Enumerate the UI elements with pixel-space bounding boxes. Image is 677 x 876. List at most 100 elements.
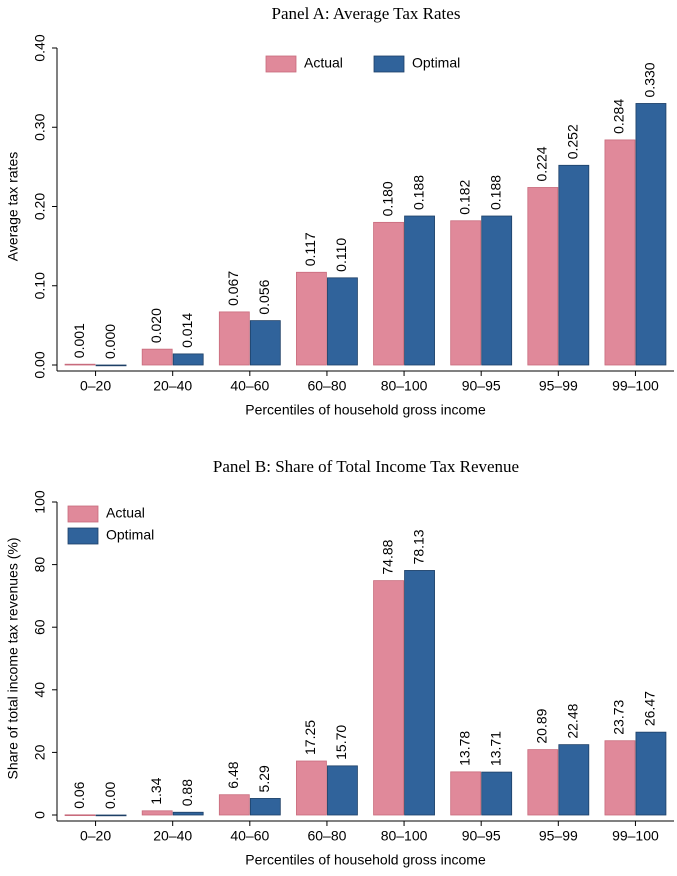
bar bbox=[296, 271, 327, 366]
x-tick-label: 95–99 bbox=[539, 828, 578, 844]
bar bbox=[327, 277, 358, 366]
bar bbox=[249, 798, 281, 816]
bar bbox=[604, 139, 636, 366]
bar bbox=[404, 570, 435, 816]
legend-label: Optimal bbox=[106, 527, 154, 543]
x-tick-label: 90–95 bbox=[462, 828, 501, 844]
chart-title: Panel A: Average Tax Rates bbox=[272, 4, 461, 23]
x-tick-label: 90–95 bbox=[462, 378, 501, 394]
x-tick-label: 20–40 bbox=[153, 378, 192, 394]
value-label: 0.180 bbox=[379, 181, 395, 216]
bar bbox=[635, 731, 667, 816]
value-label: 26.47 bbox=[642, 691, 658, 726]
x-axis-title: Percentiles of household gross income bbox=[245, 852, 486, 868]
y-tick-label: 60 bbox=[32, 619, 48, 635]
x-tick-label: 40–60 bbox=[230, 828, 269, 844]
bar bbox=[481, 771, 513, 816]
bar bbox=[327, 765, 358, 816]
x-tick-label: 80–100 bbox=[381, 828, 428, 844]
value-label: 17.25 bbox=[302, 720, 318, 755]
bar bbox=[450, 220, 482, 366]
x-tick-label: 60–80 bbox=[307, 378, 346, 394]
bar bbox=[373, 580, 404, 816]
y-tick-label: 0.40 bbox=[32, 34, 48, 61]
x-tick-label: 40–60 bbox=[230, 378, 269, 394]
value-label: 0.056 bbox=[256, 279, 272, 314]
bar bbox=[218, 311, 250, 366]
value-label: 0.88 bbox=[179, 779, 195, 806]
bar bbox=[558, 744, 590, 816]
legend-swatch bbox=[265, 55, 297, 73]
bar bbox=[172, 353, 204, 366]
y-tick-label: 100 bbox=[32, 490, 48, 514]
x-tick-label: 80–100 bbox=[381, 378, 428, 394]
bar bbox=[95, 364, 127, 367]
y-tick-label: 0.30 bbox=[32, 113, 48, 140]
chart-title: Panel B: Share of Total Income Tax Reven… bbox=[213, 457, 519, 476]
bar bbox=[481, 215, 513, 366]
bar bbox=[95, 814, 127, 817]
bar bbox=[604, 740, 636, 816]
value-label: 0.330 bbox=[642, 62, 658, 97]
y-tick-label: 0.00 bbox=[32, 351, 48, 378]
y-tick-label: 20 bbox=[32, 744, 48, 760]
x-tick-label: 0–20 bbox=[80, 378, 111, 394]
value-label: 0.117 bbox=[302, 232, 318, 266]
bar bbox=[141, 810, 173, 816]
value-label: 0.001 bbox=[71, 323, 87, 358]
value-label: 22.48 bbox=[565, 703, 581, 738]
bar bbox=[218, 794, 250, 816]
y-tick-label: 0.10 bbox=[32, 272, 48, 299]
x-tick-label: 60–80 bbox=[307, 828, 346, 844]
bar bbox=[64, 814, 96, 817]
value-label: 23.73 bbox=[611, 699, 627, 734]
x-tick-label: 99–100 bbox=[612, 828, 659, 844]
value-label: 78.13 bbox=[410, 529, 426, 564]
value-label: 13.71 bbox=[487, 731, 503, 766]
value-label: 6.48 bbox=[225, 761, 241, 788]
bar bbox=[64, 363, 96, 366]
legend-label: Actual bbox=[106, 505, 145, 521]
value-label: 0.110 bbox=[333, 238, 349, 272]
bar bbox=[373, 221, 404, 366]
value-label: 0.00 bbox=[102, 782, 118, 809]
bar bbox=[527, 187, 559, 366]
bar bbox=[296, 760, 327, 816]
bar bbox=[558, 164, 590, 366]
legend-label: Actual bbox=[304, 55, 343, 71]
value-label: 0.182 bbox=[456, 180, 472, 215]
value-label: 5.29 bbox=[256, 765, 272, 792]
y-axis-title: Share of total income tax revenues (%) bbox=[5, 537, 21, 779]
x-tick-label: 20–40 bbox=[153, 828, 192, 844]
value-label: 0.284 bbox=[611, 99, 627, 134]
y-tick-label: 0 bbox=[32, 811, 48, 819]
x-tick-label: 95–99 bbox=[539, 378, 578, 394]
bar bbox=[172, 811, 204, 816]
value-label: 13.78 bbox=[456, 731, 472, 766]
legend-swatch bbox=[67, 505, 99, 523]
value-label: 15.70 bbox=[333, 725, 349, 760]
legend-swatch bbox=[67, 527, 99, 545]
y-tick-label: 40 bbox=[32, 682, 48, 698]
value-label: 0.014 bbox=[179, 313, 195, 348]
bar bbox=[249, 320, 281, 366]
y-axis-title: Average tax rates bbox=[5, 152, 21, 261]
bar bbox=[450, 771, 482, 816]
y-tick-label: 0.20 bbox=[32, 193, 48, 220]
x-tick-label: 99–100 bbox=[612, 378, 659, 394]
value-label: 0.224 bbox=[534, 146, 550, 181]
value-label: 0.000 bbox=[102, 324, 118, 359]
value-label: 0.020 bbox=[148, 308, 164, 343]
x-tick-label: 0–20 bbox=[80, 828, 111, 844]
value-label: 74.88 bbox=[379, 539, 395, 574]
x-axis-title: Percentiles of household gross income bbox=[245, 402, 486, 418]
bar bbox=[404, 215, 435, 366]
value-label: 20.89 bbox=[534, 708, 550, 743]
legend-label: Optimal bbox=[412, 55, 460, 71]
value-label: 0.252 bbox=[565, 124, 581, 159]
bar bbox=[141, 348, 173, 366]
y-tick-label: 80 bbox=[32, 557, 48, 573]
bar bbox=[527, 749, 559, 816]
value-label: 0.188 bbox=[410, 175, 426, 210]
